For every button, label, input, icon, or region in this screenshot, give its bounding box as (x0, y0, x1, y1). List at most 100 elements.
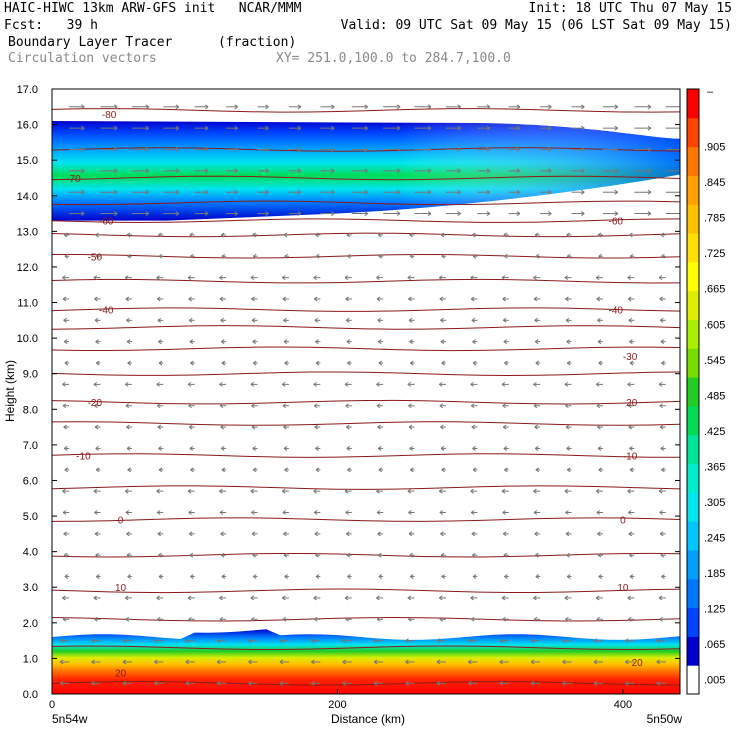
circulation-vector-head (548, 125, 552, 131)
circulation-vector-head (533, 488, 537, 494)
colorbar-swatch (687, 405, 699, 436)
circulation-vector-head (376, 403, 381, 409)
circulation-vector-head (251, 317, 256, 323)
circulation-vector-head (234, 125, 239, 131)
circulation-vector-head (593, 680, 598, 686)
circulation-vector-head (63, 552, 68, 558)
circulation-vector-head (647, 104, 652, 110)
circulation-vector-head (597, 531, 601, 537)
circulation-vector-head (598, 574, 602, 579)
circulation-vector-head (219, 488, 223, 494)
circulation-vector-head (503, 446, 508, 451)
circulation-vector-head (516, 189, 521, 195)
circulation-vector-head (565, 403, 569, 409)
colorbar-top-label: – (707, 86, 714, 98)
circulation-vector-head (625, 680, 629, 686)
y-tick-label: 1.0 (23, 653, 38, 665)
circulation-vector-head (471, 317, 476, 323)
temperature-contour (52, 421, 680, 426)
circulation-vector-head (145, 104, 150, 110)
colorbar-label: .185 (704, 568, 725, 580)
circulation-vector-head (516, 168, 521, 174)
circulation-vector-head (407, 595, 412, 601)
circulation-vector-head (158, 339, 162, 345)
circulation-vector-head (252, 574, 257, 579)
circulation-vector-head (409, 574, 414, 579)
circulation-vector-head (344, 381, 349, 387)
circulation-vector-head (157, 317, 162, 323)
circulation-vector-head (472, 467, 477, 473)
circulation-vector-head (125, 510, 130, 515)
circulation-vector-head (614, 147, 619, 152)
circulation-vector-head (344, 275, 349, 281)
circulation-vector-head (219, 296, 224, 302)
circulation-vector-head (221, 253, 226, 259)
circulation-vector-head (81, 104, 85, 110)
circulation-vector-head (113, 147, 118, 152)
circulation-vector-head (145, 189, 150, 195)
circulation-vector-head (234, 211, 239, 216)
circulation-vector-head (342, 680, 347, 686)
circulation-vector-head (113, 104, 118, 110)
circulation-vector-head (59, 680, 64, 686)
circulation-vector-head (502, 510, 506, 515)
circulation-vector-head (315, 360, 320, 366)
circulation-vector-head (661, 574, 665, 579)
circulation-vector-head (535, 467, 540, 473)
circulation-vector-head (313, 488, 317, 494)
circulation-vector-head (499, 680, 504, 686)
circulation-vector-head (580, 211, 585, 216)
circulation-vector-head (145, 125, 150, 131)
circulation-vector-head (158, 360, 163, 366)
circulation-vector-head (530, 659, 535, 665)
circulation-vector-head (499, 638, 504, 644)
circulation-vector-head (221, 574, 226, 579)
circulation-vector-head (407, 488, 412, 494)
circulation-vector-head (504, 253, 508, 259)
circulation-vector-head (63, 446, 68, 451)
circulation-vector-head (234, 168, 239, 174)
circulation-vector-head (94, 616, 98, 622)
circulation-vector-head (597, 424, 601, 430)
temperature-contour (52, 588, 680, 594)
circulation-vector-head (534, 424, 538, 430)
circulation-vector-head (95, 552, 99, 558)
circulation-vector-head (629, 446, 633, 451)
circulation-vector-head (185, 659, 190, 665)
colorbar-swatch (687, 492, 699, 522)
circulation-vector-head (251, 424, 256, 430)
circulation-vector-head (156, 510, 161, 515)
circulation-vector-head (282, 616, 287, 622)
y-tick-label: 6.0 (23, 475, 38, 487)
circulation-vector-head (124, 381, 129, 387)
circulation-vector-head (252, 467, 257, 473)
circulation-vector-head (364, 147, 368, 152)
circulation-vector-head (533, 296, 538, 302)
circulation-vector-head (204, 104, 209, 110)
contour-label: 0 (118, 516, 124, 527)
temperature-contour (52, 200, 680, 206)
contour-label: -10 (623, 452, 638, 463)
circulation-vector-head (279, 680, 284, 686)
circulation-vector-head (252, 360, 257, 366)
circulation-vector-head (376, 296, 381, 302)
colorbar-frame (686, 88, 700, 695)
circulation-vector-head (566, 446, 570, 451)
circulation-vector-head (126, 552, 131, 558)
circulation-vector-head (472, 232, 476, 238)
circulation-vector-head (373, 680, 378, 686)
circulation-vector-head (427, 211, 432, 216)
circulation-vector-head (347, 253, 351, 259)
circulation-vector-head (564, 595, 569, 601)
y-tick-label: 4.0 (23, 547, 38, 559)
circulation-vector-head (126, 317, 130, 323)
circulation-vector-head (265, 125, 269, 131)
boundary-layer-field (52, 629, 680, 694)
circulation-vector-head (409, 339, 413, 345)
y-axis-label: Height (km) (3, 360, 17, 422)
circulation-vector-head (175, 168, 180, 174)
circulation-vector-head (548, 211, 552, 216)
temperature-contour (52, 307, 680, 312)
temperature-contour (52, 552, 680, 558)
header-line1-right: Init: 18 UTC Thu 07 May 15 (528, 1, 733, 16)
